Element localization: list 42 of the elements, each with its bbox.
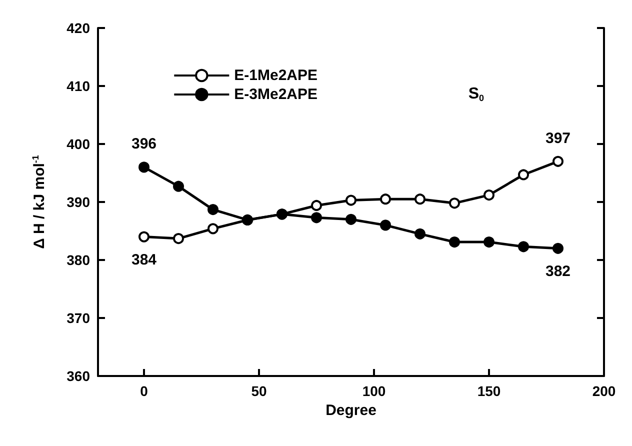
point	[138, 162, 150, 173]
data-label: 384	[131, 251, 158, 268]
point	[552, 242, 564, 254]
point	[173, 180, 184, 192]
data-label: 382	[545, 262, 571, 280]
legend-label: E-1Me2APE	[234, 67, 318, 84]
x-tick-label: 0	[140, 383, 148, 399]
data-label: 396	[131, 136, 157, 153]
point	[518, 169, 529, 180]
point	[449, 198, 460, 209]
point	[208, 223, 218, 234]
point	[311, 212, 322, 224]
point	[346, 214, 356, 225]
data-label: 397	[545, 130, 571, 147]
point	[552, 156, 564, 167]
point	[484, 190, 494, 201]
x-tick-label: 100	[362, 383, 386, 399]
point	[484, 236, 494, 248]
y-tick-label: 420	[66, 20, 90, 36]
y-tick-label: 410	[66, 78, 90, 94]
point	[311, 200, 322, 211]
y-axis-title: Δ H / kJ mol-1	[30, 155, 48, 249]
point	[449, 236, 460, 248]
x-tick-label: 200	[592, 383, 616, 399]
point	[380, 220, 391, 231]
point	[346, 194, 356, 206]
x-tick-label: 50	[251, 383, 267, 399]
y-tick-label: 400	[66, 136, 90, 152]
point	[414, 194, 426, 205]
x-tick-label: 150	[477, 383, 501, 399]
point	[208, 204, 218, 216]
point	[138, 231, 150, 242]
point	[518, 241, 529, 252]
point	[380, 194, 391, 205]
y-tick-label: 360	[66, 368, 90, 384]
y-tick-label: 390	[66, 194, 90, 210]
point	[173, 233, 184, 244]
legend-label: E-3Me2APE	[234, 86, 318, 103]
y-tick-label: 370	[66, 310, 90, 326]
x-axis-title: Degree	[326, 402, 376, 419]
point	[414, 228, 426, 240]
y-tick-label: 380	[66, 252, 90, 268]
